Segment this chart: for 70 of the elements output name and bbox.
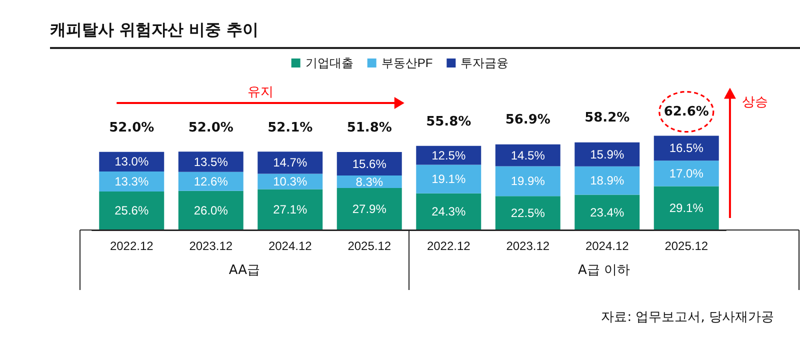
legend-label: 투자금융: [460, 56, 509, 70]
bar: [99, 191, 164, 230]
text: 유지: [248, 84, 274, 101]
data-label: 12.6%: [194, 174, 228, 188]
data-label: 24.3%: [432, 204, 466, 219]
total-label: 52.0%: [109, 120, 154, 136]
x-tick-label: 2023.12: [189, 239, 233, 253]
legend-label: 기업대출: [305, 56, 354, 70]
bar: [495, 166, 560, 196]
data-label: 25.6%: [114, 204, 149, 218]
x-tick-label: 2022.12: [110, 239, 154, 253]
data-label: 22.5%: [510, 206, 546, 220]
data-label: 27.1%: [273, 202, 308, 217]
text: 자료: 업무보고서, 당사재가공: [601, 309, 774, 326]
data-label: 18.9%: [590, 174, 624, 188]
x-tick-label: 2022.12: [426, 239, 471, 253]
x-tick-label: 2025.12: [664, 239, 708, 253]
bar: [99, 152, 164, 172]
text: A급 이하: [578, 262, 630, 279]
data-label: 14.7%: [273, 156, 308, 170]
data-label: 13.0%: [114, 154, 149, 169]
bar: [178, 172, 244, 191]
bar: [336, 152, 402, 176]
data-label: 19.1%: [432, 172, 466, 186]
x-tick-label: 2025.12: [348, 239, 392, 253]
x-tick-label: 2023.12: [506, 239, 550, 253]
total-label: 58.2%: [584, 110, 630, 126]
bar: [654, 136, 719, 161]
bar: [416, 193, 482, 230]
x-tick-label: 2024.12: [585, 239, 630, 253]
chart-title: 캐피탈사 위험자산 비중 추이: [50, 20, 800, 49]
bar: [178, 152, 244, 172]
total-label: 52.1%: [268, 120, 313, 136]
x-tick-label: 2024.12: [268, 239, 312, 253]
data-label: 26.0%: [194, 203, 228, 218]
data-label: 14.5%: [510, 148, 546, 162]
data-label: 10.3%: [273, 174, 308, 188]
data-label: 23.4%: [590, 205, 624, 220]
bar: [654, 160, 719, 186]
bar: [654, 186, 719, 230]
bar: [574, 166, 640, 195]
total-label: 52.0%: [188, 120, 234, 136]
bar: [178, 190, 244, 230]
data-label: 12.5%: [432, 148, 466, 162]
data-label: 13.3%: [114, 174, 149, 188]
data-label: 19.9%: [510, 174, 546, 188]
total-label: 56.9%: [505, 112, 550, 128]
bar: [574, 194, 640, 230]
bar: [336, 188, 402, 230]
data-label: 27.9%: [352, 202, 387, 216]
text: AA급: [228, 262, 260, 279]
bar: [99, 171, 164, 192]
total-label: 55.8%: [426, 114, 472, 130]
legend-label: 부동산PF: [381, 56, 433, 70]
bar: [495, 196, 560, 230]
data-label: 16.5%: [669, 141, 704, 156]
bar: [416, 164, 482, 194]
data-label: 17.0%: [669, 166, 704, 180]
total-label: 62.6%: [664, 104, 709, 120]
text: 상승: [742, 94, 768, 111]
bar: [495, 144, 560, 166]
data-label: 8.3%: [356, 174, 384, 189]
bar: [258, 189, 323, 230]
bar: [574, 142, 640, 166]
data-label: 29.1%: [669, 201, 704, 216]
data-label: 13.5%: [194, 154, 228, 169]
bar: [258, 152, 323, 174]
data-label: 15.6%: [352, 156, 387, 171]
data-label: 15.9%: [590, 147, 624, 162]
total-label: 51.8%: [346, 120, 392, 136]
